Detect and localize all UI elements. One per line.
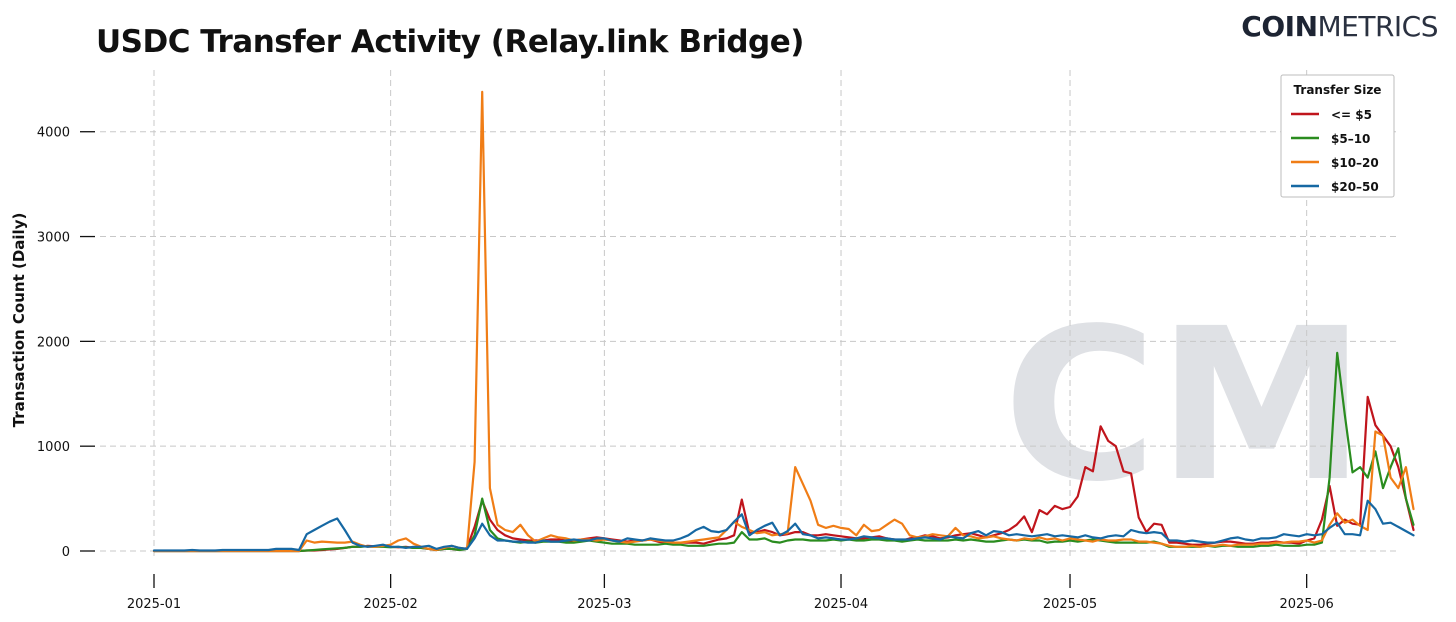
grid [100, 70, 1400, 560]
watermark-text: CM [1003, 283, 1366, 528]
y-tick-label: 2000 [37, 335, 70, 350]
chart-title: USDC Transfer Activity (Relay.link Bridg… [96, 24, 804, 60]
legend-box [1280, 74, 1395, 198]
series-lines [152, 90, 1415, 553]
logo-text-bold: COIN [1241, 10, 1318, 43]
legend-label: $10–20 [1331, 156, 1379, 170]
x-tick-label: 2025-01 [127, 597, 181, 612]
x-tick-label: 2025-02 [363, 597, 417, 612]
y-tick-label: 4000 [37, 126, 70, 141]
x-tick-label: 2025-06 [1280, 597, 1334, 612]
y-axis-title: Transaction Count (Daily) [10, 213, 28, 428]
legend-label: <= $5 [1331, 108, 1372, 122]
legend-title: Transfer Size [1294, 83, 1382, 97]
series-line-3 [152, 499, 1415, 552]
logo-text-light: METRICS [1317, 10, 1439, 43]
axes: 0 1000 2000 3000 4000 2025-01 2025-02 2025-03 20… [10, 126, 1334, 612]
y-tick-label: 0 [62, 545, 70, 560]
legend-label: $5–10 [1331, 132, 1370, 146]
legend-label: $20–50 [1331, 180, 1379, 194]
coinmetrics-logo: COINMETRICS [1241, 10, 1438, 43]
x-tick-label: 2025-04 [814, 597, 868, 612]
y-tick-label: 1000 [37, 440, 70, 455]
y-tick-label: 3000 [37, 231, 70, 246]
watermark: CM [1003, 283, 1366, 528]
x-tick-label: 2025-05 [1043, 597, 1097, 612]
x-tick-label: 2025-03 [577, 597, 631, 612]
legend: Transfer Size <= $5 $5–10 $10–20 $20–50 [1280, 74, 1395, 198]
